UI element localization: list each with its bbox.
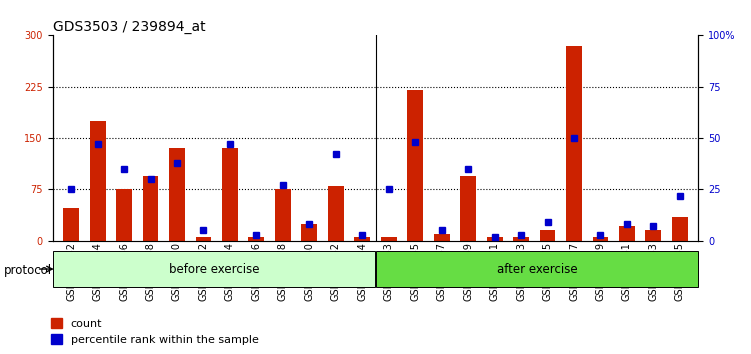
Bar: [275, 189, 291, 241]
Bar: [540, 230, 556, 241]
Bar: [513, 237, 529, 241]
Bar: [249, 237, 264, 241]
Bar: [195, 237, 211, 241]
Bar: [487, 237, 502, 241]
Bar: [143, 176, 158, 241]
Bar: [328, 186, 344, 241]
Bar: [53, 251, 376, 287]
Bar: [301, 224, 317, 241]
Bar: [116, 189, 132, 241]
Bar: [63, 208, 79, 241]
Bar: [222, 148, 238, 241]
Legend: count, percentile rank within the sample: count, percentile rank within the sample: [50, 319, 258, 345]
Bar: [460, 176, 476, 241]
Bar: [646, 230, 662, 241]
Bar: [619, 225, 635, 241]
Bar: [354, 237, 370, 241]
Bar: [169, 148, 185, 241]
Text: protocol: protocol: [4, 264, 52, 277]
Bar: [672, 217, 688, 241]
Bar: [381, 237, 397, 241]
Bar: [89, 121, 105, 241]
Text: after exercise: after exercise: [496, 263, 578, 275]
Bar: [407, 90, 423, 241]
Bar: [434, 234, 450, 241]
Text: GDS3503 / 239894_at: GDS3503 / 239894_at: [53, 21, 205, 34]
Bar: [593, 237, 608, 241]
Bar: [566, 46, 582, 241]
Bar: [376, 251, 698, 287]
Text: before exercise: before exercise: [169, 263, 259, 275]
